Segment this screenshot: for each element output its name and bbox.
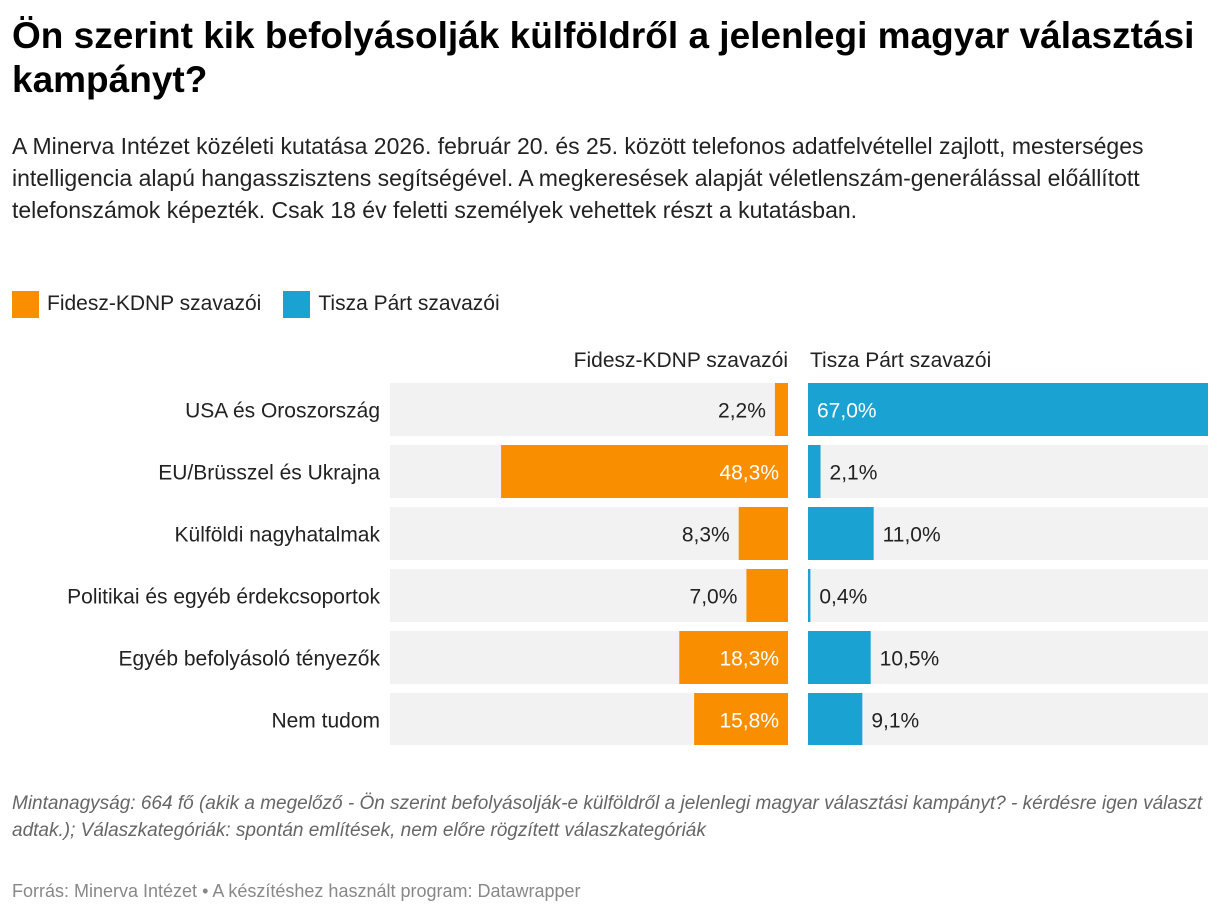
legend-swatch-fidesz bbox=[12, 290, 39, 318]
data-label-tisza-usa-es-oroszorszag: 67,0% bbox=[817, 400, 877, 423]
bar-tisza-nem-tudom bbox=[808, 693, 863, 745]
legend-swatch-tisza bbox=[283, 290, 311, 318]
bar-fidesz-kulfoldi-nagyhatalmak bbox=[738, 507, 788, 560]
data-label-tisza-egyeb-befolyasolo-tenyezok: 10,5% bbox=[880, 648, 940, 671]
legend: Fidesz-KDNP szavazói Tisza Párt szavazói bbox=[12, 290, 522, 318]
data-label-tisza-politikai-es-egyeb-erdekcsoportok: 0,4% bbox=[819, 586, 867, 609]
category-label-kulfoldi-nagyhatalmak: Külföldi nagyhatalmak bbox=[175, 524, 381, 547]
bar-fidesz-egyeb-befolyasolo-tenyezok bbox=[679, 631, 788, 684]
category-label-nem-tudom: Nem tudom bbox=[271, 710, 380, 733]
legend-item-tisza: Tisza Párt szavazói bbox=[283, 290, 500, 318]
bar-background-tisza-politikai-es-egyeb-erdekcsoportok bbox=[808, 569, 1208, 622]
bar-background-tisza-egyeb-befolyasolo-tenyezok bbox=[808, 631, 1208, 684]
data-label-fidesz-egyeb-befolyasolo-tenyezok: 18,3% bbox=[719, 648, 779, 671]
category-label-egyeb-befolyasolo-tenyezok: Egyéb befolyásoló tényezők bbox=[118, 648, 380, 671]
bar-background-tisza-kulfoldi-nagyhatalmak bbox=[808, 507, 1208, 560]
legend-label-tisza: Tisza Párt szavazói bbox=[318, 292, 500, 315]
bar-tisza-kulfoldi-nagyhatalmak bbox=[808, 507, 874, 560]
chart-title: Ön szerint kik befolyásolják külföldről … bbox=[12, 15, 1195, 100]
legend-item-fidesz: Fidesz-KDNP szavazói bbox=[12, 290, 262, 318]
bar-background-fidesz-politikai-es-egyeb-erdekcsoportok bbox=[390, 569, 788, 622]
chart-description: A Minerva Intézet közéleti kutatása 2026… bbox=[12, 133, 1144, 223]
bar-fidesz-nem-tudom bbox=[694, 693, 788, 745]
bar-background-tisza-nem-tudom bbox=[808, 693, 1208, 745]
bar-fidesz-politikai-es-egyeb-erdekcsoportok bbox=[746, 569, 788, 622]
bar-chart: Fidesz-KDNP szavazói Tisza Párt szavazói U… bbox=[67, 349, 1208, 745]
bar-tisza-politikai-es-egyeb-erdekcsoportok bbox=[808, 569, 811, 622]
category-label-politikai-es-egyeb-erdekcsoportok: Politikai és egyéb érdekcsoportok bbox=[67, 586, 380, 609]
data-label-fidesz-nem-tudom: 15,8% bbox=[719, 710, 779, 733]
panel-header-fidesz: Fidesz-KDNP szavazói bbox=[574, 349, 788, 372]
bar-background-tisza-eu-brusszel-es-ukrajna bbox=[808, 445, 1208, 498]
bar-tisza-egyeb-befolyasolo-tenyezok bbox=[808, 631, 871, 684]
bar-fidesz-usa-es-oroszorszag bbox=[774, 383, 788, 436]
bar-tisza-eu-brusszel-es-ukrajna bbox=[808, 445, 821, 498]
footnote: Mintanagyság: 664 fő (akik a megelőző - … bbox=[12, 793, 1203, 841]
bar-background-fidesz-kulfoldi-nagyhatalmak bbox=[390, 507, 788, 560]
data-label-tisza-eu-brusszel-es-ukrajna: 2,1% bbox=[830, 462, 878, 485]
legend-label-fidesz: Fidesz-KDNP szavazói bbox=[47, 292, 262, 315]
data-label-tisza-kulfoldi-nagyhatalmak: 11,0% bbox=[883, 524, 941, 547]
data-label-fidesz-politikai-es-egyeb-erdekcsoportok: 7,0% bbox=[690, 586, 738, 609]
category-label-eu-brusszel-es-ukrajna: EU/Brüsszel és Ukrajna bbox=[158, 462, 380, 485]
source-credit: Forrás: Minerva Intézet • A készítéshez … bbox=[12, 881, 581, 901]
bar-fidesz-eu-brusszel-es-ukrajna bbox=[501, 445, 788, 498]
data-label-fidesz-kulfoldi-nagyhatalmak: 8,3% bbox=[682, 524, 730, 547]
panel-header-tisza: Tisza Párt szavazói bbox=[810, 349, 991, 372]
data-label-tisza-nem-tudom: 9,1% bbox=[871, 710, 919, 733]
data-label-fidesz-eu-brusszel-es-ukrajna: 48,3% bbox=[719, 462, 779, 485]
category-label-usa-es-oroszorszag: USA és Oroszország bbox=[185, 400, 380, 423]
bar-tisza-usa-es-oroszorszag bbox=[808, 383, 1208, 436]
bar-background-fidesz-usa-es-oroszorszag bbox=[390, 383, 788, 436]
data-label-fidesz-usa-es-oroszorszag: 2,2% bbox=[718, 400, 766, 423]
